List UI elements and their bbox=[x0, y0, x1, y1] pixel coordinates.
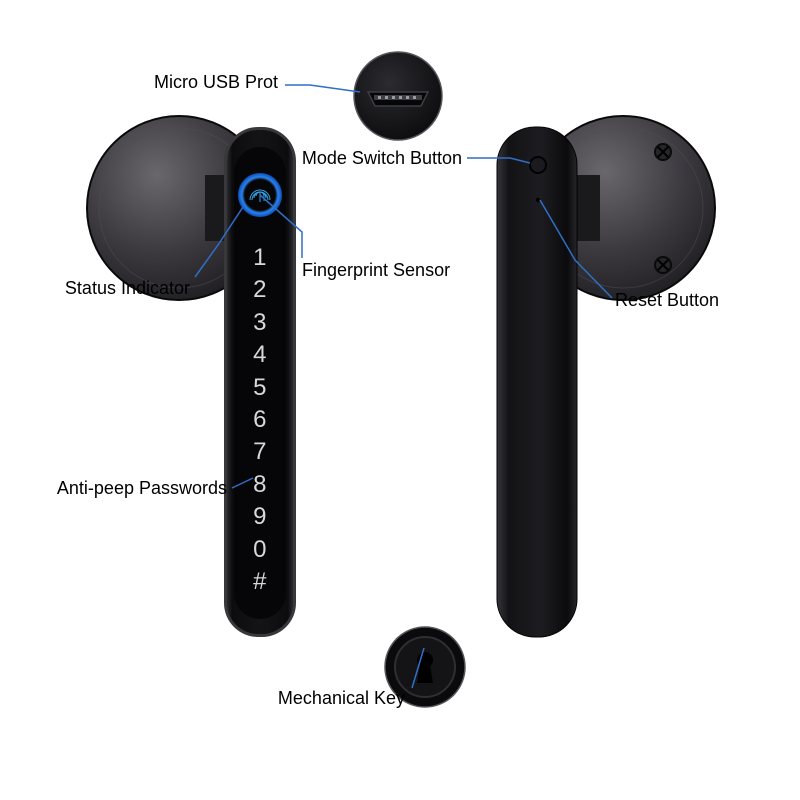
label-anti-peep: Anti-peep Passwords bbox=[57, 478, 227, 499]
label-mech-key: Mechanical Key bbox=[278, 688, 405, 709]
label-fingerprint: Fingerprint Sensor bbox=[302, 260, 450, 281]
key-inset bbox=[0, 0, 800, 800]
label-status: Status Indicator bbox=[65, 278, 190, 299]
label-mode-switch: Mode Switch Button bbox=[302, 148, 462, 169]
label-micro-usb: Micro USB Prot bbox=[154, 72, 278, 93]
label-reset: Reset Button bbox=[615, 290, 719, 311]
